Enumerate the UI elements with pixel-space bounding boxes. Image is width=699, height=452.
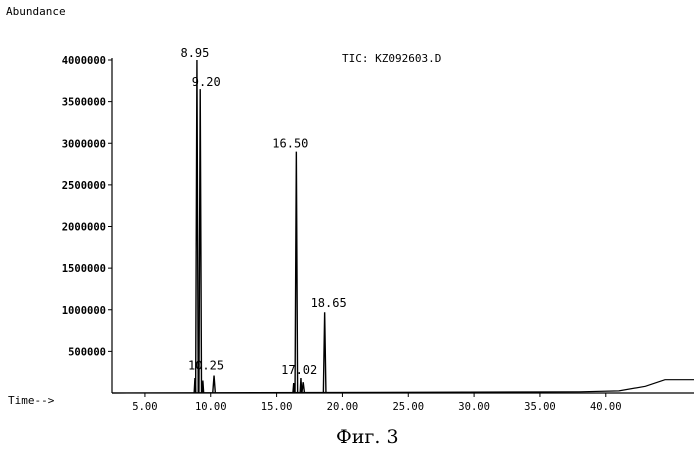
- chart-title: TIC: KZ092603.D: [342, 52, 441, 65]
- y-axis-label: Abundance: [6, 5, 66, 18]
- trace: [112, 60, 694, 393]
- peak-label: 9.20: [192, 75, 221, 89]
- peak: [323, 312, 326, 393]
- minor-peak: [202, 381, 204, 393]
- x-tick-label: 40.00: [590, 401, 622, 413]
- x-tick-label: 5.00: [132, 401, 157, 413]
- y-tick-label: 1000000: [62, 305, 106, 317]
- x-tick-label: 15.00: [261, 401, 293, 413]
- peak: [199, 89, 202, 393]
- y-ticks: 500000 1000000 1500000 2000000 2500000 300000…: [62, 55, 112, 358]
- peak-labels: 8.95 9.20 10.25 16.50 17.02 18.65: [180, 46, 346, 377]
- minor-peak: [293, 383, 295, 393]
- x-tick-label: 35.00: [524, 401, 556, 413]
- peak-label: 18.65: [311, 296, 347, 310]
- y-tick-label: 1500000: [62, 263, 106, 275]
- x-tick-label: 30.00: [458, 401, 490, 413]
- peak: [295, 152, 298, 393]
- x-tick-label: 25.00: [392, 401, 424, 413]
- y-tick-label: 3000000: [62, 138, 106, 150]
- x-axis-label: Time-->: [8, 394, 55, 407]
- peak-label: 8.95: [180, 46, 209, 60]
- peak: [213, 376, 216, 393]
- peak: [196, 60, 199, 393]
- peak-label: 16.50: [272, 137, 308, 151]
- y-tick-label: 4000000: [62, 55, 106, 67]
- peak-label: 17.02: [281, 363, 317, 377]
- x-tick-label: 20.00: [327, 401, 359, 413]
- peak-label: 10.25: [188, 359, 224, 373]
- figure-caption: Фиг. 3: [336, 426, 399, 448]
- y-tick-label: 2500000: [62, 180, 106, 192]
- x-tick-label: 10.00: [195, 401, 227, 413]
- y-tick-label: 500000: [68, 346, 106, 358]
- peak: [302, 382, 305, 393]
- y-tick-label: 3500000: [62, 97, 106, 109]
- x-ticks: 5.00 10.00 15.00 20.00 25.00 30.00 35.00 40.00: [132, 393, 621, 413]
- y-tick-label: 2000000: [62, 222, 106, 234]
